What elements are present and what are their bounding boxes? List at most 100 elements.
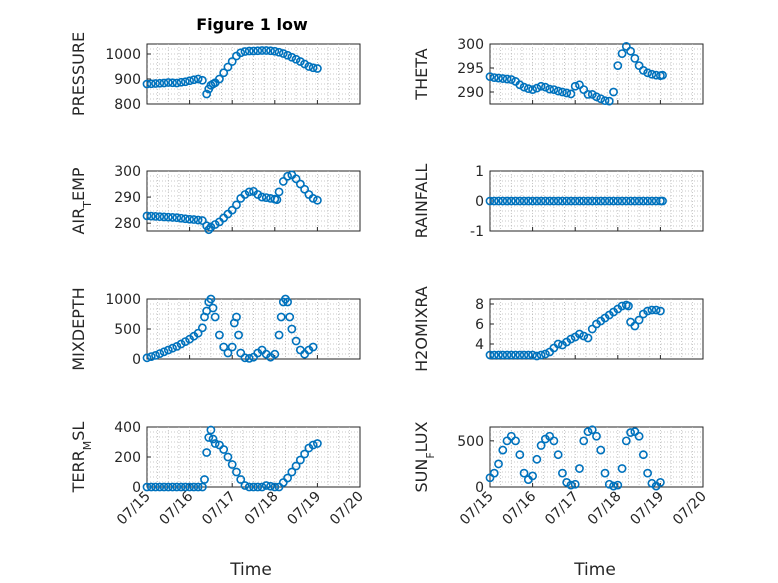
y-axis-label-part: EMP (69, 167, 88, 201)
data-point (274, 187, 284, 197)
data-point (142, 211, 152, 221)
data-point (219, 68, 229, 78)
y-tick-label: 280 (114, 216, 141, 232)
data-point (185, 482, 194, 492)
y-tick-label: 0 (132, 480, 141, 496)
data-point (545, 196, 555, 206)
data-point (558, 196, 567, 206)
data-point (176, 339, 186, 349)
data-point (643, 468, 653, 478)
data-point (494, 73, 503, 83)
data-point (553, 86, 563, 96)
data-point (159, 212, 169, 222)
data-point (223, 348, 233, 358)
data-point (617, 464, 627, 473)
data-point (506, 196, 516, 206)
data-point (528, 471, 537, 481)
data-point (562, 196, 572, 206)
data-point (643, 196, 653, 206)
data-point (536, 350, 546, 360)
data-point (647, 69, 657, 79)
y-axis-label: RAINFALL (412, 164, 431, 239)
data-point (202, 89, 212, 99)
data-point (617, 49, 627, 58)
data-point (604, 96, 614, 106)
y-tick-label: 0 (475, 480, 484, 496)
data-point (232, 467, 241, 477)
data-point (498, 350, 508, 360)
data-point (617, 196, 627, 206)
data-point (189, 75, 199, 85)
data-point (291, 336, 301, 346)
data-point (626, 196, 635, 206)
y-tick-label: 6 (475, 317, 484, 333)
y-tick-label: -1 (470, 224, 484, 240)
data-point (502, 196, 512, 206)
data-point (204, 433, 214, 442)
y-tick-label: 500 (457, 434, 484, 450)
data-point (532, 454, 542, 464)
data-point (227, 205, 237, 215)
data-point (159, 347, 169, 357)
data-point (261, 46, 271, 55)
y-axis-label: MIXDEPTH (69, 287, 88, 370)
y-tick-label: 800 (114, 97, 141, 113)
y-tick-label: 900 (114, 72, 141, 88)
data-point (159, 78, 169, 88)
data-point (308, 193, 318, 203)
data-point (617, 301, 627, 311)
data-point (180, 337, 190, 346)
data-point (151, 79, 160, 88)
data-point (511, 350, 520, 360)
data-point (643, 306, 653, 316)
data-point (528, 350, 537, 360)
data-point (626, 428, 635, 437)
data-point (176, 77, 186, 87)
data-point (528, 85, 537, 94)
data-point (206, 294, 216, 304)
data-point (489, 73, 499, 82)
data-point (197, 482, 207, 492)
data-point (172, 78, 182, 88)
chart-title: Figure 1 low (196, 15, 308, 34)
data-point (624, 301, 633, 311)
y-axis-label-part: SL (69, 422, 88, 441)
data-point (244, 353, 254, 363)
data-point (592, 431, 601, 441)
data-point (566, 196, 576, 206)
data-point (234, 330, 243, 340)
data-point (155, 212, 165, 222)
data-point (583, 333, 593, 343)
data-point (587, 324, 597, 334)
data-point (283, 171, 292, 181)
y-axis-label-subscript: M (81, 441, 94, 451)
data-point (308, 342, 318, 352)
data-point (266, 46, 275, 56)
data-point (519, 196, 529, 206)
data-point (634, 61, 644, 70)
data-point (272, 195, 282, 205)
data-point (223, 62, 233, 72)
data-point (146, 352, 156, 361)
data-point (532, 83, 542, 93)
data-point (146, 482, 156, 492)
data-point (291, 174, 301, 184)
data-point (168, 78, 177, 88)
data-point (502, 350, 512, 360)
data-point (215, 330, 224, 340)
y-tick-label: 8 (475, 297, 484, 313)
data-point (274, 330, 284, 340)
data-point (553, 450, 563, 460)
data-point (621, 436, 631, 446)
data-point (300, 184, 310, 194)
panel-theta: 290 295 300 THETA (412, 37, 704, 106)
data-point (155, 482, 165, 492)
data-point (609, 481, 618, 491)
data-point (193, 328, 203, 338)
data-point (515, 80, 525, 90)
y-tick-label: 1 (475, 164, 484, 180)
y-tick-label: 300 (457, 37, 484, 53)
data-point (600, 468, 610, 478)
data-point (621, 196, 631, 206)
y-axis-label: TERRMSL (69, 422, 94, 494)
